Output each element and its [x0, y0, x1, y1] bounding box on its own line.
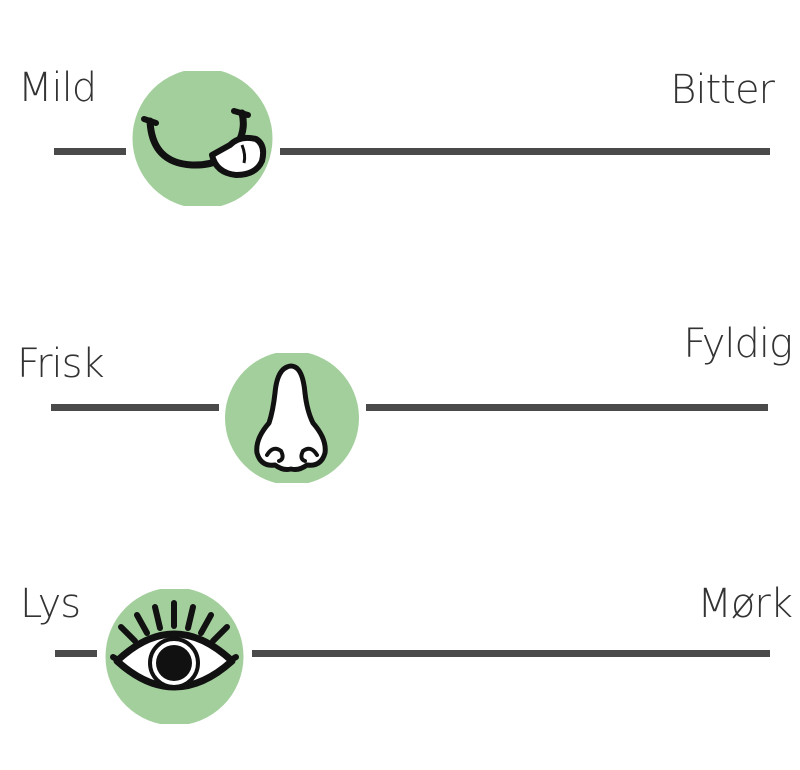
tongue-out-smile-icon [132, 71, 273, 206]
scale-right-label: Bitter [670, 67, 775, 113]
scale-track-right [280, 148, 770, 155]
eye-icon [105, 589, 244, 724]
scale-right-label: Fyldig [683, 321, 793, 367]
scale-left-label: Lys [20, 581, 81, 627]
scale-track-left [54, 148, 126, 155]
color-slider-handle[interactable] [103, 589, 246, 724]
scale-track-left [55, 650, 97, 657]
scale-left-label: Frisk [17, 341, 105, 387]
scale-right-label: Mørk [697, 581, 793, 627]
scale-track-left [51, 404, 219, 411]
color-scale: Lys Mørk [0, 560, 800, 750]
scale-track-right [366, 404, 768, 411]
scale-track-right [252, 650, 770, 657]
scale-left-label: Mild [18, 65, 97, 111]
aroma-scale: Frisk Fyldig [0, 310, 800, 500]
taste-scale: Mild Bitter [0, 40, 800, 230]
nose-icon [225, 353, 359, 483]
aroma-slider-handle[interactable] [223, 353, 361, 483]
taste-slider-handle[interactable] [130, 71, 275, 206]
